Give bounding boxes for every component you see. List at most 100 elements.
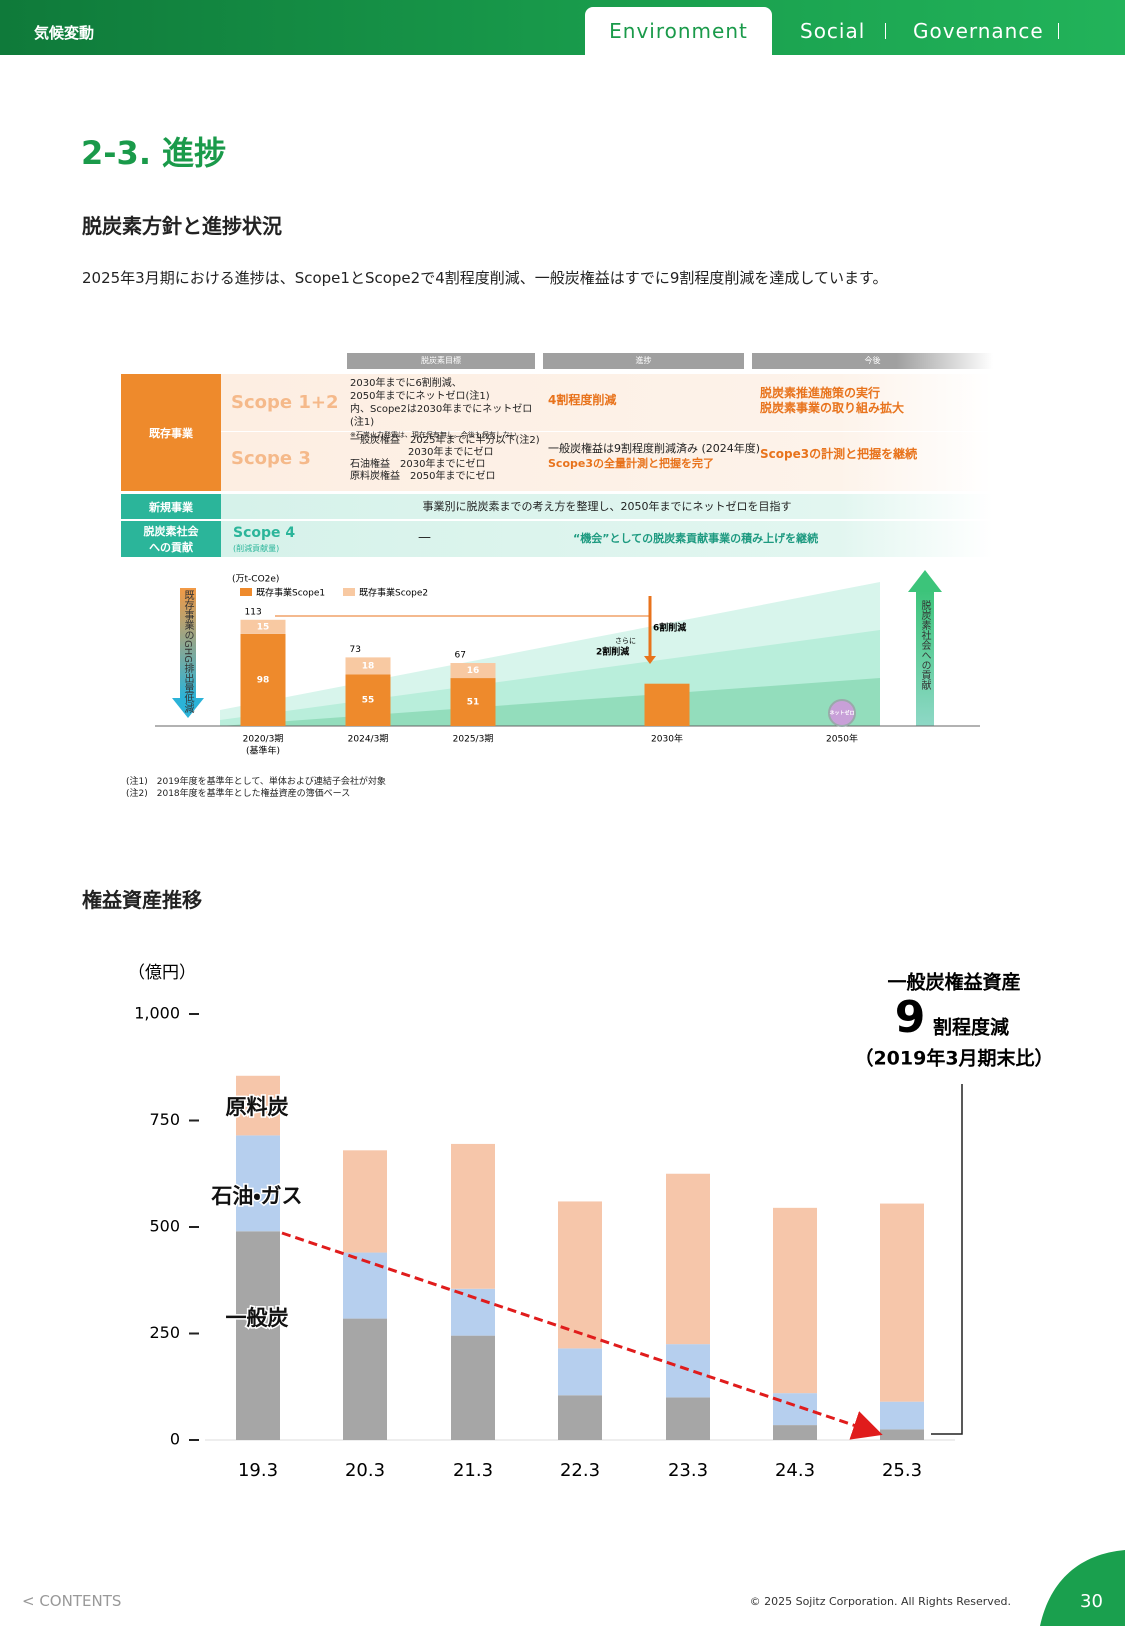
bar-segment: [644, 683, 690, 726]
net-zero-icon: [828, 699, 856, 727]
bar-segment: [451, 1143, 495, 1289]
bar-segment: [880, 1203, 924, 1402]
data-label: 15: [257, 622, 270, 632]
bar-segment: [343, 1150, 387, 1253]
page-title: 2-3. 進捗: [81, 134, 227, 172]
legend-swatch: [343, 588, 355, 596]
row-background: [221, 521, 993, 557]
annotation: 2割削減: [596, 646, 629, 658]
emissions-chart: (万t-CO2e) 既存事業Scope1 既存事業Scope2 98 15 113 2020…: [155, 570, 980, 757]
tab-divider: [1058, 23, 1059, 39]
column-header: 脱炭素目標: [347, 353, 535, 369]
bar-segment: [345, 657, 391, 675]
progress-list: 一般炭権益は9割程度削減済み (2024年度) Scope3の全量計測と把握を完…: [548, 441, 760, 471]
goal: 原料炭権益 2050年までにゼロ: [350, 471, 496, 482]
x-tick-label: 19.3: [238, 1460, 278, 1481]
bar-segment: [880, 1429, 924, 1440]
tab-divider: [885, 23, 886, 39]
contribution-arrow-head: [908, 570, 942, 592]
bar-segment: [236, 1231, 280, 1440]
bar-segment: [240, 633, 286, 726]
bar-segment: [343, 1252, 387, 1319]
unit-label: (万t-CO2e): [232, 575, 279, 585]
x-tick-label: 2050年: [826, 733, 858, 745]
annotation-title: 一般炭権益資産: [887, 971, 1020, 994]
row-label: 新規事業: [121, 494, 221, 519]
section-heading: 権益資産推移: [82, 888, 202, 912]
reduction-arrow-head: [172, 698, 204, 718]
annotation-note: （2019年3月期末比）: [854, 1047, 1053, 1070]
total-label: 67: [455, 651, 466, 661]
annotation-number: 9: [895, 992, 926, 1043]
paragraph: 2025年3月期における進捗は、Scope1とScope2で4割程度削減、一般炭…: [82, 269, 888, 287]
goal-list: 一般炭権益 2025年までに半分以下(注2) 2030年までにゼロ 石油権益 2…: [350, 435, 540, 483]
row-text: —: [418, 530, 431, 545]
column-header: 今後: [752, 353, 993, 369]
scope-label: Scope 4: [233, 525, 296, 541]
bar-segment: [240, 619, 286, 634]
x-tick-label: 2030年: [651, 733, 683, 745]
data-label: 16: [467, 666, 480, 676]
goal: 石油権益 2030年までにゼロ: [350, 459, 486, 470]
bar-segment: [450, 678, 496, 726]
bar-segment: [451, 1335, 495, 1440]
bar-segment: [450, 663, 496, 679]
y-tick-label: 500: [149, 1217, 180, 1236]
reduction-marker: [644, 656, 656, 664]
note: (注1) 2019年度を基準年として、単体および連結子会社が対象: [126, 777, 386, 787]
goal-note: ※石炭火力発電は、現在保有無し。今後も保有しない: [350, 431, 517, 439]
annotation: さらに: [615, 637, 636, 645]
future: 脱炭素推進施策の実行: [760, 386, 881, 400]
unit-label: （億円）: [128, 963, 196, 983]
data-label: 18: [362, 661, 375, 671]
tab[interactable]: Environment: [585, 7, 772, 55]
total-label: 113: [245, 607, 262, 617]
tab[interactable]: Governance: [913, 19, 1044, 43]
progress: Scope3の全量計測と把握を完了: [548, 457, 714, 470]
annotation: 6割削減: [653, 622, 686, 634]
x-tick-label: 2025/3期: [453, 734, 494, 745]
bar-segment: [236, 1135, 280, 1232]
progress: 4割程度削減: [548, 393, 617, 407]
section-heading: 脱炭素方針と進捗状況: [82, 214, 282, 238]
bar-segment: [558, 1201, 602, 1349]
data-label: 51: [467, 698, 480, 708]
reduction-arrow: [180, 588, 196, 698]
goal-list: 2030年までに6割削減、 2050年までにネットゼロ(注1) 内、Scope2…: [350, 377, 540, 442]
header-bar: [0, 0, 1125, 55]
contents-link[interactable]: < CONTENTS: [22, 1592, 122, 1610]
column-header: 進捗: [543, 353, 744, 369]
x-tick-label: 2024/3期: [348, 734, 389, 745]
row-label: 既存事業: [121, 374, 221, 491]
bar-segment: [773, 1207, 817, 1394]
legend-label: 既存事業Scope1: [256, 587, 325, 599]
arrow-label: 脱炭素社会への貢献: [919, 599, 931, 691]
row-text: “機会”としての脱炭素貢献事業の積み上げを継続: [573, 532, 819, 545]
bar-segment: [558, 1348, 602, 1396]
future-list: 脱炭素推進施策の実行 脱炭素事業の取り組み拡大: [760, 386, 904, 416]
goal: 2030年までにゼロ: [408, 447, 494, 458]
goal: 2030年までに6割削減、: [350, 378, 462, 389]
note: (注2) 2018年度を基準年とした権益資産の簿価ベース: [126, 789, 351, 799]
legend-label: 既存事業Scope2: [359, 587, 428, 599]
progress: 一般炭権益は9割程度削減済み (2024年度): [548, 442, 761, 455]
legend-swatch: [240, 588, 252, 596]
corner-shape: [1040, 1550, 1125, 1626]
row-label: 脱炭素社会への貢献: [121, 521, 221, 557]
contribution-arrow: [916, 590, 934, 726]
y-tick-label: 0: [170, 1430, 180, 1449]
y-tick-label: 1,000: [134, 1004, 180, 1023]
bar-segment: [236, 1075, 280, 1136]
scope-label: Scope 3: [231, 448, 311, 469]
copyright: © 2025 Sojitz Corporation. All Rights Re…: [749, 1595, 1011, 1608]
series-label: 原料炭: [226, 1095, 289, 1119]
net-zero-label: ネットゼロ: [829, 710, 854, 717]
tab[interactable]: Social: [800, 19, 866, 43]
bar-segment: [773, 1393, 817, 1426]
assets-chart: （億円） 0 250 500 750 1,000 19.3 20.3 21.3 22.3 23.3 2…: [128, 963, 1054, 1481]
scope-note: (削減貢献量): [233, 544, 280, 553]
bar-segment: [880, 1401, 924, 1430]
goal: 一般炭権益 2025年までに半分以下(注2): [350, 435, 540, 446]
